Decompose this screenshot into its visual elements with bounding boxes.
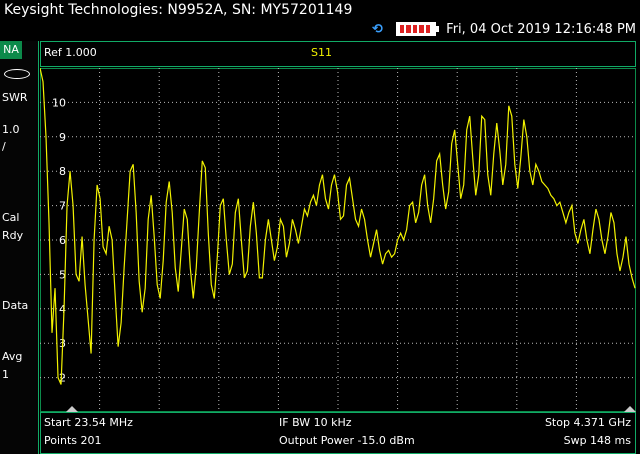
usb-icon: ⟲: [372, 22, 383, 37]
format-label[interactable]: SWR: [2, 91, 28, 104]
trace-header: Ref 1.000 S11: [40, 41, 636, 67]
y-tick-label: 5: [59, 268, 66, 281]
battery-icon: [396, 22, 439, 36]
start-marker-icon: [66, 406, 78, 412]
cal-label[interactable]: Cal: [2, 211, 20, 224]
trace-s11-line: [40, 68, 636, 385]
ref-level[interactable]: Ref 1.000: [44, 46, 97, 59]
sidebar: NA SWR 1.0 / Cal Rdy Data Avg 1: [0, 41, 39, 454]
output-power[interactable]: Output Power -15.0 dBm: [279, 434, 415, 447]
scale-unit: /: [2, 140, 6, 153]
avg-count: 1: [2, 368, 9, 381]
window-title: Keysight Technologies: N9952A, SN: MY572…: [4, 2, 353, 18]
y-tick-label: 8: [59, 165, 66, 178]
if-bandwidth[interactable]: IF BW 10 kHz: [279, 416, 352, 429]
cal-status: Rdy: [2, 229, 24, 242]
start-frequency[interactable]: Start 23.54 MHz: [44, 416, 133, 429]
stop-frequency[interactable]: Stop 4.371 GHz: [544, 416, 631, 429]
datetime: Fri, 04 Oct 2019 12:16:48 PM: [446, 22, 636, 37]
avg-label[interactable]: Avg: [2, 350, 23, 363]
trace-ellipse-icon: [4, 69, 30, 79]
y-tick-label: 2: [59, 372, 66, 385]
points[interactable]: Points 201: [44, 434, 102, 447]
scale-value[interactable]: 1.0: [2, 123, 20, 136]
title-bar: Keysight Technologies: N9952A, SN: MY572…: [0, 0, 640, 40]
trace-name[interactable]: S11: [311, 46, 332, 59]
sweep-time[interactable]: Swp 148 ms: [563, 434, 631, 447]
y-tick-label: 10: [52, 96, 66, 109]
data-label[interactable]: Data: [2, 299, 29, 312]
mode-badge[interactable]: NA: [0, 41, 22, 59]
y-tick-label: 9: [59, 131, 66, 144]
y-tick-label: 6: [59, 234, 66, 247]
y-tick-label: 7: [59, 200, 66, 213]
y-tick-label: 4: [59, 303, 66, 316]
footer: Start 23.54 MHz Points 201 IF BW 10 kHz …: [40, 412, 636, 454]
stop-marker-icon: [624, 406, 636, 412]
